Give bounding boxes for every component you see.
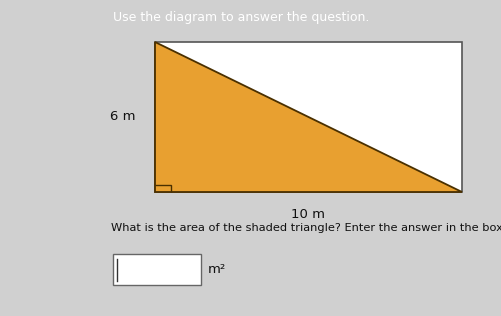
- Text: 10 m: 10 m: [291, 208, 325, 221]
- Text: 6 m: 6 m: [110, 110, 135, 123]
- Text: What is the area of the shaded triangle? Enter the answer in the box.: What is the area of the shaded triangle?…: [111, 223, 501, 233]
- Text: Use the diagram to answer the question.: Use the diagram to answer the question.: [113, 11, 369, 24]
- Text: m²: m²: [207, 263, 225, 276]
- Polygon shape: [113, 254, 200, 285]
- Polygon shape: [154, 42, 461, 192]
- Polygon shape: [154, 42, 461, 192]
